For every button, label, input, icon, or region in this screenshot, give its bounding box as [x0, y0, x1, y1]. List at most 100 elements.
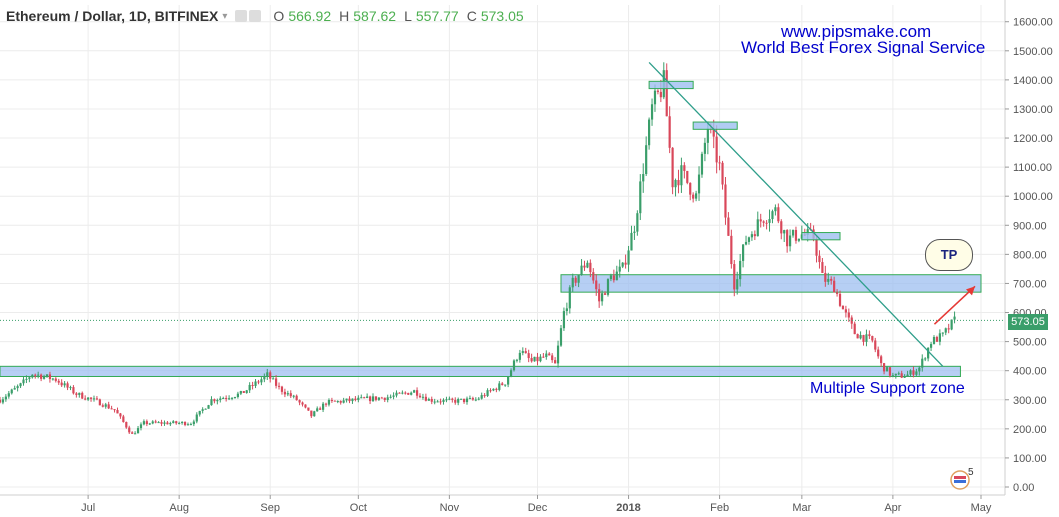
candle-body [674, 180, 677, 188]
candle-body [915, 371, 918, 375]
candle-body [706, 128, 709, 143]
candle-body [768, 219, 771, 223]
candle-body [859, 335, 862, 339]
y-tick-label: 300.00 [1013, 395, 1047, 407]
candle-body [116, 409, 119, 414]
candle-body [515, 359, 519, 361]
candle-body [398, 392, 401, 394]
candle-body [683, 165, 686, 171]
candle-body [222, 398, 225, 400]
candle-body [201, 409, 204, 411]
candle-body [186, 424, 190, 426]
candle-body [413, 390, 416, 393]
candle-body [633, 231, 636, 233]
gear-icon[interactable] [249, 10, 262, 22]
candle-body [606, 279, 610, 295]
candle-body [571, 277, 574, 288]
candle-body [213, 399, 216, 402]
target-arrowhead [966, 286, 975, 296]
candle-body [277, 385, 281, 387]
candle-body [468, 398, 472, 400]
candle-body [715, 136, 718, 163]
candle-body [827, 278, 830, 282]
candle-body [457, 399, 460, 403]
candle-body [310, 410, 313, 417]
candle-body [104, 404, 107, 407]
eye-icon[interactable] [235, 10, 248, 22]
candle-body [210, 399, 213, 406]
candle-body [113, 409, 116, 411]
y-tick-label: 100.00 [1013, 453, 1047, 465]
candle-body [624, 262, 627, 265]
candle-body [63, 383, 66, 386]
candle-body [383, 397, 386, 400]
candle-body [345, 398, 348, 401]
candle-body [841, 305, 845, 310]
candle-body [436, 401, 439, 403]
candle-body [868, 334, 871, 337]
candle-body [13, 388, 16, 390]
resistance-box [801, 232, 841, 241]
y-tick-label: 1600.00 [1013, 17, 1053, 29]
candle-body [545, 353, 548, 358]
candle-body [791, 229, 795, 236]
candle-body [260, 379, 263, 383]
x-tick-label: Oct [350, 502, 367, 514]
y-tick-label: 800.00 [1013, 249, 1047, 261]
candle-body [330, 399, 333, 401]
candle-body [727, 217, 730, 236]
flag-badge-icon[interactable]: 5 [948, 466, 976, 490]
candle-body [354, 398, 357, 401]
candle-body [195, 414, 198, 422]
candle-body [897, 373, 900, 375]
candle-body [912, 370, 915, 375]
candle-body [480, 395, 483, 399]
y-tick-label: 1100.00 [1013, 162, 1052, 174]
candle-body [439, 401, 442, 403]
candle-body [248, 384, 251, 391]
x-tick-label: Sep [260, 502, 280, 514]
candle-body [95, 398, 99, 400]
candle-body [542, 356, 545, 358]
x-tick-label: May [971, 502, 992, 514]
candle-body [280, 386, 284, 392]
candle-body [454, 399, 457, 403]
candle-body [774, 207, 777, 212]
candle-body [404, 392, 407, 394]
candle-body [451, 398, 454, 400]
candle-body [856, 334, 859, 339]
candle-body [295, 395, 298, 401]
candle-body [304, 404, 307, 408]
caret-down-icon[interactable]: ▾ [222, 10, 228, 22]
candle-body [316, 408, 319, 412]
candle-body [239, 391, 242, 394]
zone-box [0, 365, 961, 377]
candle-body [92, 398, 96, 400]
x-tick-label: Aug [169, 502, 189, 514]
candle-body [865, 334, 868, 342]
candle-body [395, 392, 398, 396]
candle-body [536, 356, 539, 362]
candle-body [263, 375, 266, 380]
candle-body [219, 398, 222, 401]
candle-body [110, 408, 113, 410]
symbol-title: Ethereum / Dollar, 1D, BITFINEX [6, 8, 219, 24]
candle-body [780, 221, 783, 234]
slogan-annotation: World Best Forex Signal Service [741, 38, 986, 57]
candle-body [615, 271, 618, 281]
candle-body [568, 287, 571, 309]
candle-body [712, 128, 715, 137]
close-label: C [466, 8, 477, 24]
candle-body [386, 397, 389, 400]
candle-body [84, 398, 87, 400]
candle-body [216, 400, 219, 402]
high-value: 587.62 [353, 8, 397, 24]
candle-body [236, 393, 240, 398]
candle-body [407, 392, 410, 395]
candle-body [562, 311, 566, 329]
candle-body [269, 372, 272, 379]
x-tick-label: Feb [710, 502, 729, 514]
candle-body [771, 211, 774, 220]
candle-body [72, 387, 75, 394]
candle-body [131, 432, 134, 434]
